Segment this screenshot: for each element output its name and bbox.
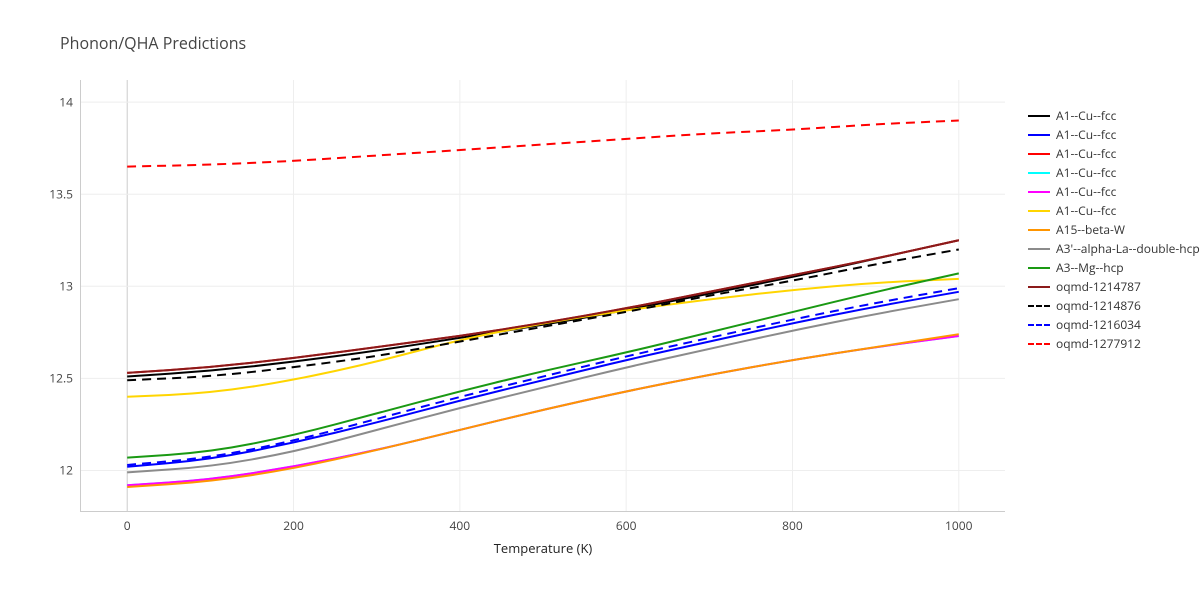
x-tick-label: 0 bbox=[124, 517, 131, 534]
x-tick-label: 200 bbox=[283, 517, 304, 534]
plot-area[interactable]: Temperature (K) Volume (Å^3/atom) 020040… bbox=[80, 80, 1005, 512]
legend-label: A1--Cu--fcc bbox=[1056, 201, 1116, 220]
legend-swatch bbox=[1028, 305, 1050, 307]
x-axis-title: Temperature (K) bbox=[494, 539, 593, 557]
lines-layer bbox=[81, 80, 1005, 511]
legend-swatch bbox=[1028, 324, 1050, 326]
legend-item[interactable]: oqmd-1214876 bbox=[1028, 296, 1200, 315]
legend-item[interactable]: A1--Cu--fcc bbox=[1028, 163, 1200, 182]
series-line[interactable] bbox=[127, 279, 959, 397]
legend-item[interactable]: oqmd-1216034 bbox=[1028, 315, 1200, 334]
x-tick-label: 800 bbox=[782, 517, 803, 534]
legend-swatch bbox=[1028, 267, 1050, 269]
series-line[interactable] bbox=[127, 292, 959, 467]
x-tick-label: 600 bbox=[616, 517, 637, 534]
legend-item[interactable]: A3--Mg--hcp bbox=[1028, 258, 1200, 277]
legend-label: A1--Cu--fcc bbox=[1056, 125, 1116, 144]
legend: A1--Cu--fccA1--Cu--fccA1--Cu--fccA1--Cu-… bbox=[1028, 106, 1200, 353]
y-tick-label: 13 bbox=[59, 278, 73, 295]
legend-swatch bbox=[1028, 172, 1050, 174]
y-tick-label: 12 bbox=[59, 462, 73, 479]
legend-item[interactable]: oqmd-1277912 bbox=[1028, 334, 1200, 353]
legend-swatch bbox=[1028, 343, 1050, 345]
y-tick-label: 13.5 bbox=[49, 186, 73, 203]
legend-swatch bbox=[1028, 115, 1050, 117]
legend-item[interactable]: A1--Cu--fcc bbox=[1028, 106, 1200, 125]
legend-item[interactable]: A1--Cu--fcc bbox=[1028, 125, 1200, 144]
legend-label: oqmd-1216034 bbox=[1056, 315, 1141, 334]
legend-item[interactable]: A3'--alpha-La--double-hcp bbox=[1028, 239, 1200, 258]
legend-label: A1--Cu--fcc bbox=[1056, 106, 1116, 125]
legend-item[interactable]: A1--Cu--fcc bbox=[1028, 182, 1200, 201]
legend-swatch bbox=[1028, 229, 1050, 231]
legend-swatch bbox=[1028, 153, 1050, 155]
legend-label: A1--Cu--fcc bbox=[1056, 144, 1116, 163]
series-line[interactable] bbox=[127, 334, 959, 487]
legend-label: A1--Cu--fcc bbox=[1056, 182, 1116, 201]
legend-label: A3'--alpha-La--double-hcp bbox=[1056, 239, 1200, 258]
series-line[interactable] bbox=[127, 240, 959, 376]
chart-figure: Phonon/QHA Predictions Temperature (K) V… bbox=[0, 0, 1200, 600]
legend-swatch bbox=[1028, 134, 1050, 136]
series-line[interactable] bbox=[127, 121, 959, 167]
x-tick-label: 400 bbox=[450, 517, 471, 534]
legend-label: A1--Cu--fcc bbox=[1056, 163, 1116, 182]
chart-title: Phonon/QHA Predictions bbox=[60, 32, 246, 54]
legend-label: oqmd-1277912 bbox=[1056, 334, 1141, 353]
legend-label: A15--beta-W bbox=[1056, 220, 1125, 239]
y-tick-label: 12.5 bbox=[49, 370, 73, 387]
legend-swatch bbox=[1028, 210, 1050, 212]
legend-swatch bbox=[1028, 248, 1050, 250]
legend-item[interactable]: A15--beta-W bbox=[1028, 220, 1200, 239]
legend-label: oqmd-1214787 bbox=[1056, 277, 1141, 296]
x-tick-label: 1000 bbox=[945, 517, 972, 534]
legend-item[interactable]: A1--Cu--fcc bbox=[1028, 201, 1200, 220]
legend-label: A3--Mg--hcp bbox=[1056, 258, 1124, 277]
legend-item[interactable]: A1--Cu--fcc bbox=[1028, 144, 1200, 163]
legend-swatch bbox=[1028, 191, 1050, 193]
legend-swatch bbox=[1028, 286, 1050, 288]
legend-label: oqmd-1214876 bbox=[1056, 296, 1141, 315]
y-tick-label: 14 bbox=[59, 94, 73, 111]
legend-item[interactable]: oqmd-1214787 bbox=[1028, 277, 1200, 296]
